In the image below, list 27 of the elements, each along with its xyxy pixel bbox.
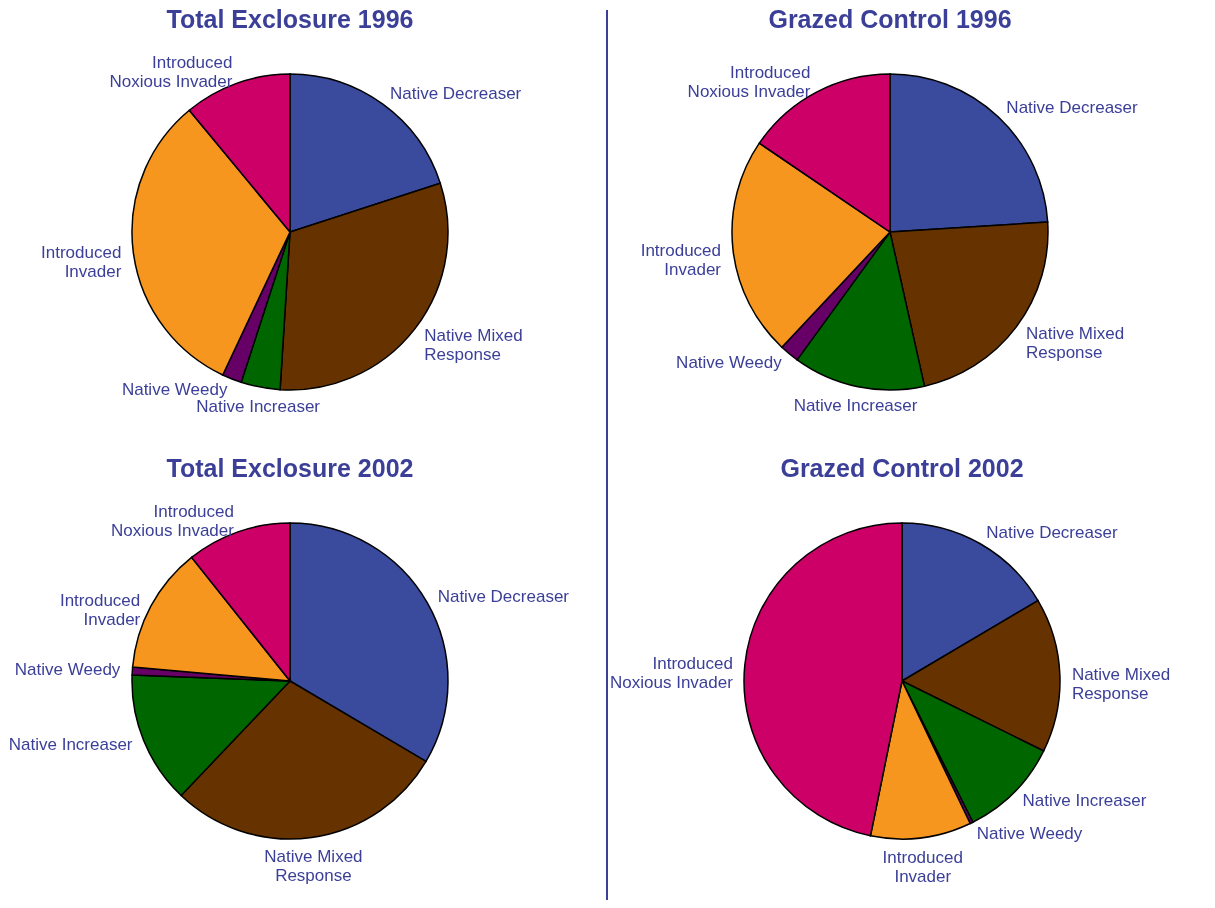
chart-title: Total Exclosure 1996 — [166, 5, 414, 33]
slice-label: Native Weedy — [976, 823, 1083, 843]
slice-label: Native Mixed Response — [264, 847, 363, 886]
slice-label: Introduced Noxious Invader — [687, 62, 811, 101]
slice-label: Native Mixed Response — [1025, 324, 1125, 363]
slice-label: Introduced Invader — [640, 240, 722, 279]
chart-title: Grazed Control 1996 — [768, 5, 1012, 33]
slice-label: Native Increaser — [8, 735, 133, 755]
slice-label: Native Weedy — [14, 660, 121, 680]
slice-label: Native Decreaser — [986, 523, 1118, 543]
chart-title: Grazed Control 2002 — [780, 454, 1024, 482]
slice-label: Native Decreaser — [1006, 98, 1139, 118]
slice-label: Introduced Noxious Invader — [109, 53, 233, 92]
slice-label: Native Increaser — [793, 396, 918, 416]
slice-label: Native Decreaser — [389, 84, 522, 104]
slice-label: Native Increaser — [1022, 790, 1147, 810]
slice-label: Native Decreaser — [437, 586, 570, 606]
slice-label: Native Weedy — [676, 352, 783, 372]
slice-label: Native Mixed Response — [1071, 664, 1171, 703]
slice-label: Introduced Invader — [59, 590, 141, 629]
slice-label: Introduced Noxious Invader — [111, 501, 235, 540]
chart-title: Total Exclosure 2002 — [166, 454, 414, 482]
slice-label: Introduced Invader — [882, 847, 963, 886]
slice-label: Native Mixed Response — [424, 326, 523, 365]
slice-label: Introduced Invader — [41, 243, 122, 282]
slice-label: Native Weedy — [121, 380, 228, 400]
slice-label: Introduced Noxious Invader — [610, 653, 734, 692]
